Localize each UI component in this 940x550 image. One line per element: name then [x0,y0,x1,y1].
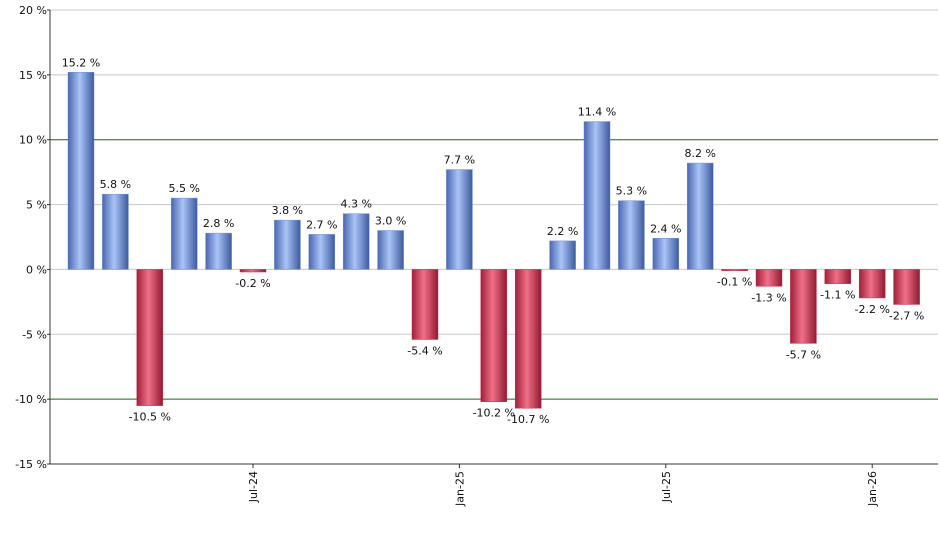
bar [170,197,198,270]
value-label: 2.8 % [203,217,234,230]
value-label: 4.3 % [340,198,371,211]
bar [618,200,645,270]
bar [824,269,852,284]
bar [446,169,473,270]
bar [377,230,404,270]
bar [136,269,164,406]
value-label: -10.5 % [129,411,171,424]
bar [480,269,508,402]
value-label: -0.2 % [235,277,270,290]
value-label: 7.7 % [444,154,475,167]
value-label: 2.4 % [650,222,681,235]
value-label: 8.2 % [684,147,715,160]
bar [342,213,370,270]
bar [411,269,439,340]
value-label: 15.2 % [62,56,100,69]
bar [549,240,576,270]
value-label: -2.7 % [889,309,924,322]
bar [308,234,336,270]
value-label: 5.5 % [168,182,199,195]
value-label: -1.1 % [820,289,855,302]
x-tick-label: Jan-25 [453,471,466,507]
bar [274,219,301,270]
value-label: 11.4 % [578,106,616,119]
value-label: 5.3 % [616,185,647,198]
y-tick-label: -10 % [15,393,47,406]
bar [514,269,542,409]
x-tick-label: Jul-24 [247,471,260,503]
value-label: -1.3 % [751,291,786,304]
y-tick-label: 10 % [19,134,47,147]
value-label: -5.4 % [407,344,442,357]
bar [102,193,129,270]
bar [858,269,886,299]
x-tick-label: Jan-26 [866,471,879,507]
y-tick-label: 5 % [26,199,47,212]
value-label: 5.8 % [100,178,131,191]
bar [721,269,748,271]
bar [239,269,267,273]
x-tick-label: Jul-25 [660,471,673,503]
y-tick-label: -15 % [15,458,47,471]
bar [652,238,680,270]
value-label: -10.7 % [507,413,549,426]
bar [790,269,817,344]
bar [893,269,920,305]
value-label: -2.2 % [854,303,889,316]
value-label: -5.7 % [786,348,821,361]
value-label: 3.8 % [272,204,303,217]
bar [205,232,232,270]
bar [755,269,783,287]
bar [686,162,714,270]
value-label: -10.2 % [473,407,515,420]
bar [583,121,611,270]
bar [67,72,95,270]
value-label: -0.1 % [717,276,752,289]
y-tick-label: 15 % [19,69,47,82]
y-tick-label: 0 % [26,263,47,276]
value-label: 3.0 % [375,215,406,228]
y-tick-label: 20 % [19,4,47,17]
y-tick-label: -5 % [22,328,47,341]
value-label: 2.7 % [306,218,337,231]
value-label: 2.2 % [547,225,578,238]
